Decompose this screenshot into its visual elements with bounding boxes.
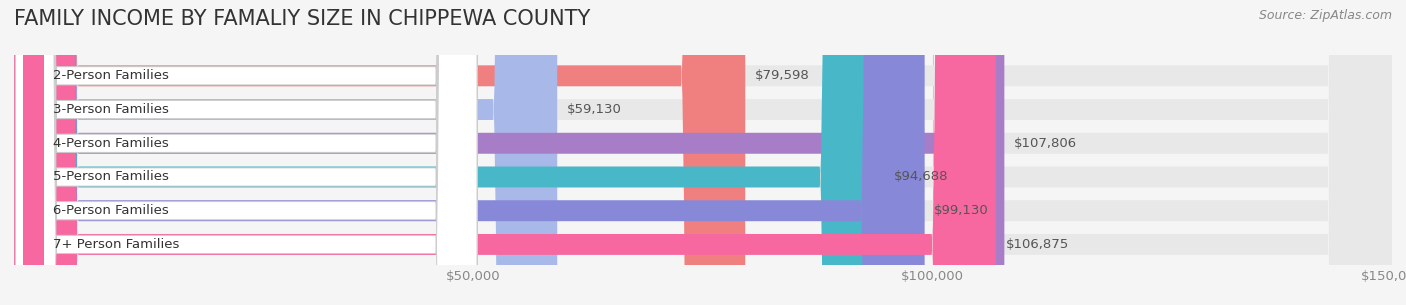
- FancyBboxPatch shape: [14, 0, 1392, 305]
- Text: 6-Person Families: 6-Person Families: [52, 204, 169, 217]
- FancyBboxPatch shape: [14, 0, 1392, 305]
- FancyBboxPatch shape: [14, 0, 1004, 305]
- FancyBboxPatch shape: [15, 0, 477, 305]
- FancyBboxPatch shape: [15, 0, 477, 305]
- FancyBboxPatch shape: [15, 0, 477, 305]
- FancyBboxPatch shape: [14, 0, 557, 305]
- Circle shape: [24, 0, 44, 305]
- Text: $99,130: $99,130: [935, 204, 988, 217]
- FancyBboxPatch shape: [14, 0, 995, 305]
- FancyBboxPatch shape: [15, 0, 477, 305]
- Text: 2-Person Families: 2-Person Families: [52, 69, 169, 82]
- Text: $79,598: $79,598: [755, 69, 810, 82]
- FancyBboxPatch shape: [15, 0, 477, 305]
- Circle shape: [24, 0, 44, 305]
- Circle shape: [24, 0, 44, 305]
- FancyBboxPatch shape: [14, 0, 1392, 305]
- FancyBboxPatch shape: [14, 0, 1392, 305]
- FancyBboxPatch shape: [14, 0, 884, 305]
- Text: 3-Person Families: 3-Person Families: [52, 103, 169, 116]
- FancyBboxPatch shape: [14, 0, 1392, 305]
- FancyBboxPatch shape: [15, 0, 477, 305]
- Text: $59,130: $59,130: [567, 103, 621, 116]
- Circle shape: [24, 0, 44, 305]
- Text: Source: ZipAtlas.com: Source: ZipAtlas.com: [1258, 9, 1392, 22]
- FancyBboxPatch shape: [14, 0, 745, 305]
- Circle shape: [24, 0, 44, 305]
- Text: 4-Person Families: 4-Person Families: [52, 137, 169, 150]
- FancyBboxPatch shape: [14, 0, 925, 305]
- Text: $106,875: $106,875: [1005, 238, 1069, 251]
- Text: FAMILY INCOME BY FAMALIY SIZE IN CHIPPEWA COUNTY: FAMILY INCOME BY FAMALIY SIZE IN CHIPPEW…: [14, 9, 591, 29]
- Text: $107,806: $107,806: [1014, 137, 1077, 150]
- Text: $94,688: $94,688: [893, 170, 948, 184]
- Text: 5-Person Families: 5-Person Families: [52, 170, 169, 184]
- FancyBboxPatch shape: [14, 0, 1392, 305]
- Text: 7+ Person Families: 7+ Person Families: [52, 238, 179, 251]
- Circle shape: [24, 0, 44, 305]
